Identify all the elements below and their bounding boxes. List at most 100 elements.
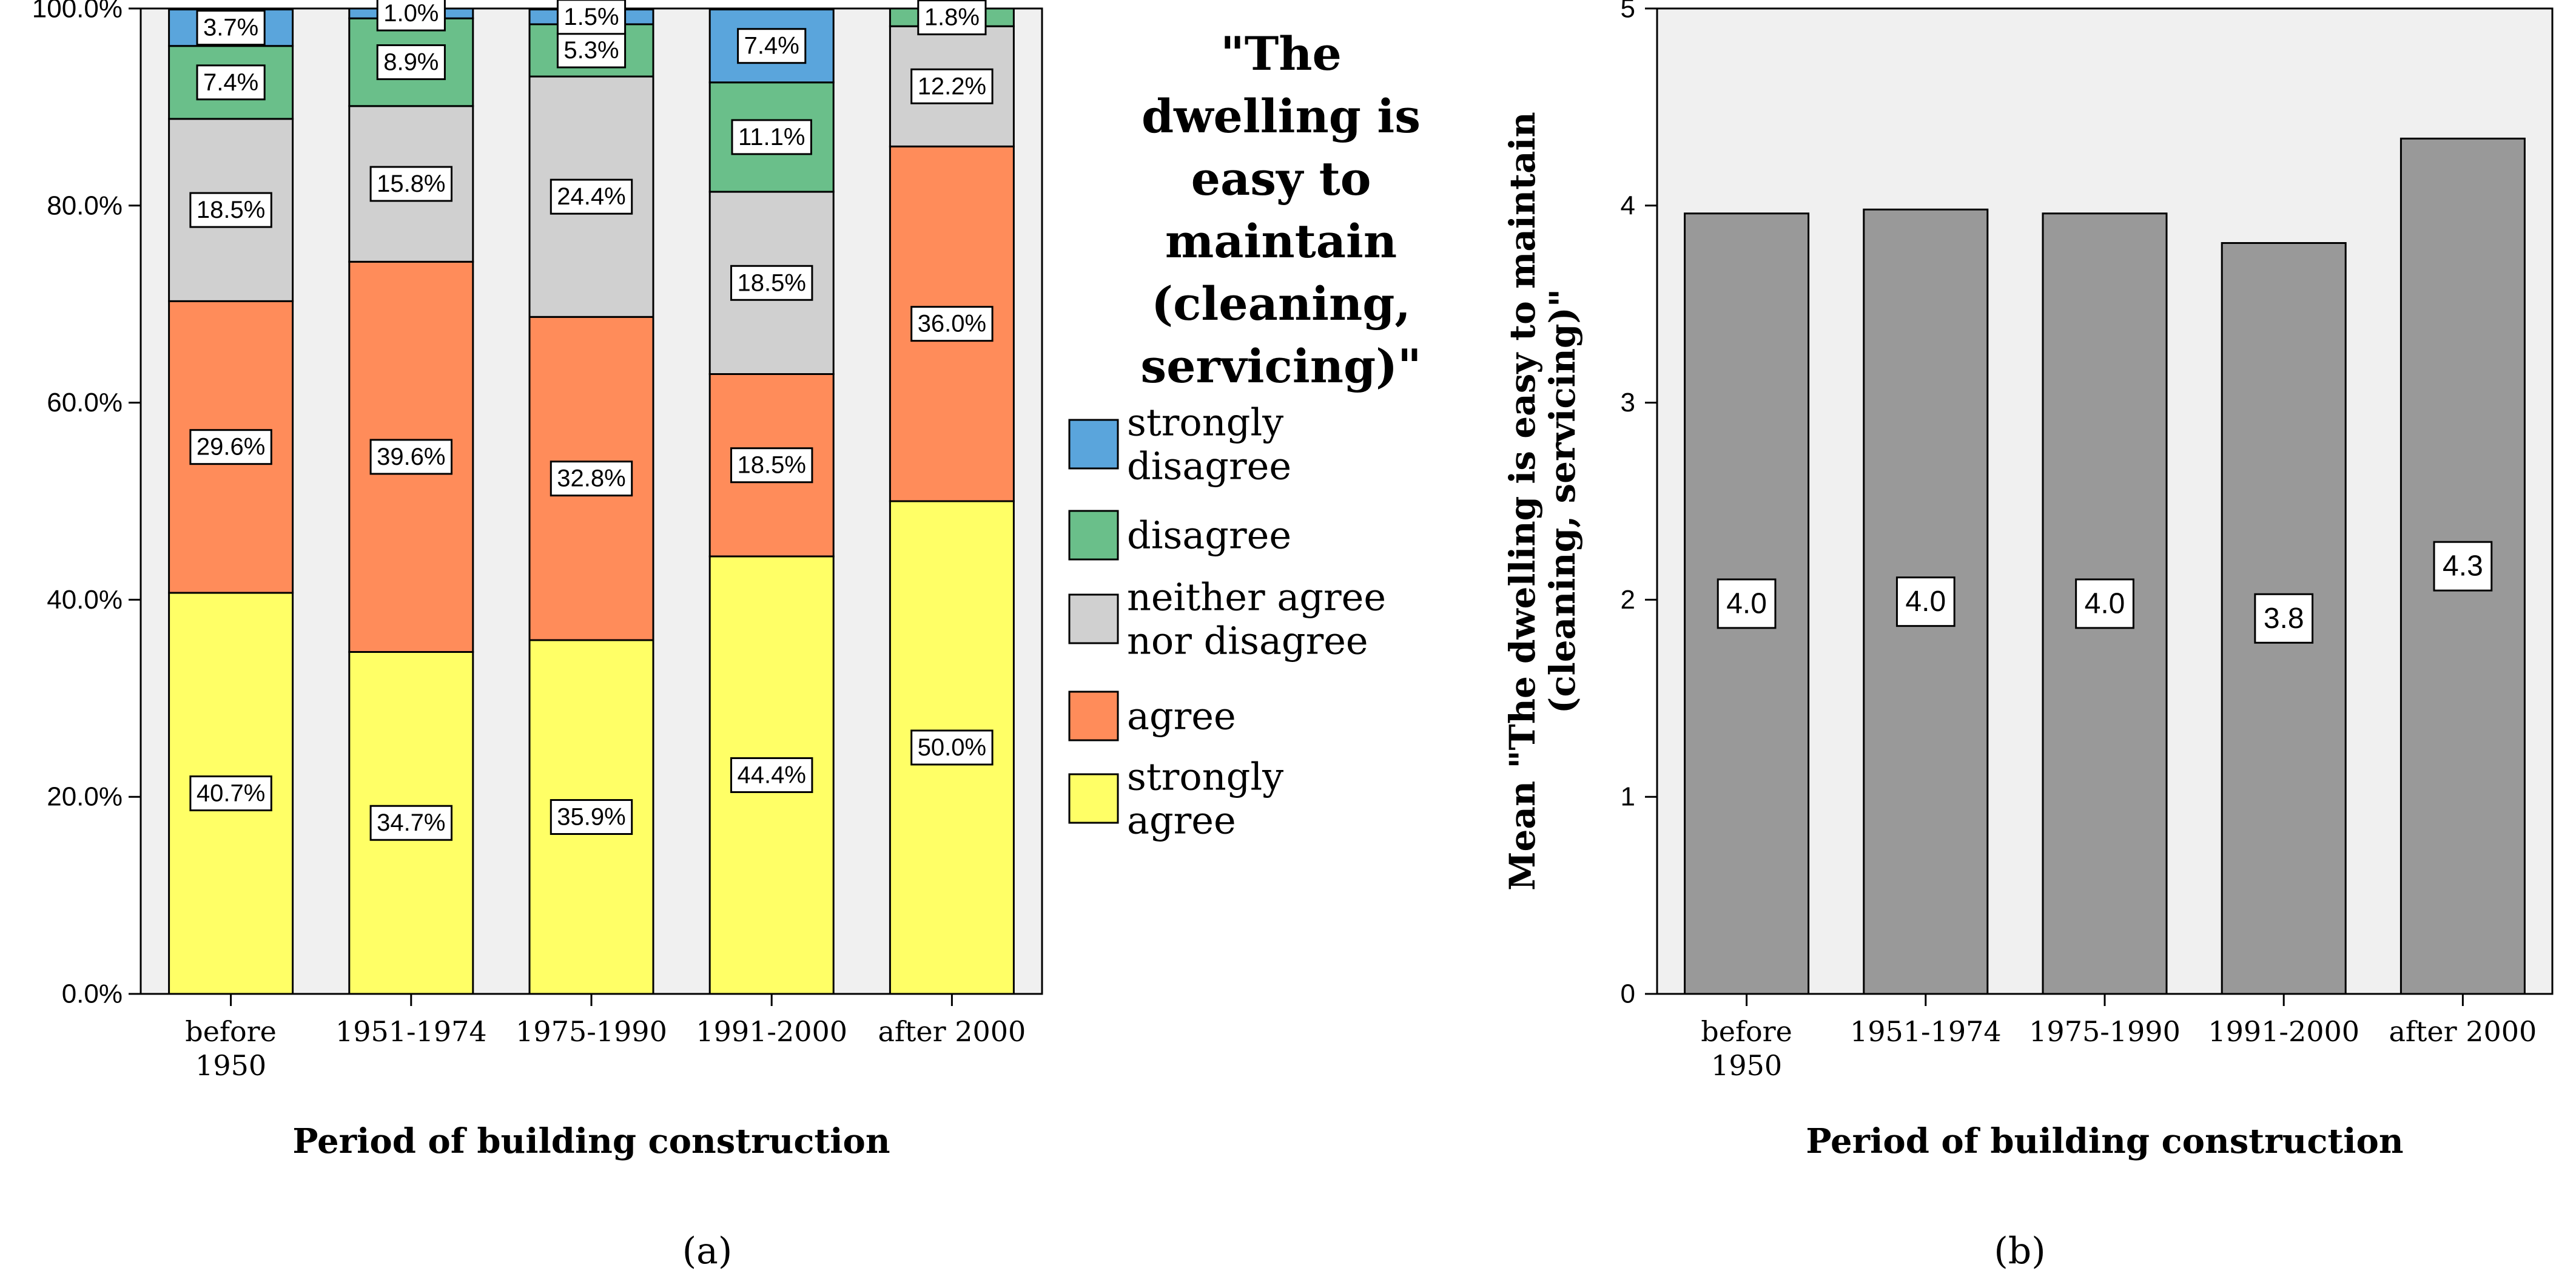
legend-label: strongly — [1127, 400, 1283, 445]
legend-swatch — [1068, 419, 1119, 470]
x-tick-label-b: after 2000 — [2389, 1015, 2537, 1048]
data-label-a-group: 1.0% — [376, 0, 446, 32]
y-tick-label-b: 0 — [1621, 979, 1635, 1009]
data-label-b: 3.8 — [2264, 603, 2304, 635]
data-label-a-group: 40.7% — [189, 775, 272, 812]
data-label-a-group: 12.2% — [910, 68, 994, 104]
x-tick-label-a: after 2000 — [878, 1015, 1026, 1048]
data-label-a-group: 1.5% — [556, 0, 627, 35]
data-label-a: 50.0% — [918, 734, 986, 761]
data-label-a-box — [196, 64, 266, 101]
y-axis-title-line: (cleaning, servicing)" — [1542, 289, 1583, 714]
x-tick-label-a: 1951-1974 — [335, 1015, 487, 1048]
data-label-a-group: 24.4% — [550, 178, 633, 215]
data-label-a-group: 18.5% — [730, 447, 813, 484]
x-axis-title-b: Period of building construction — [1806, 1121, 2403, 1161]
data-label-a: 1.8% — [924, 4, 980, 31]
data-label-b-group: 4.3 — [2433, 541, 2493, 592]
x-axis-title-a: Period of building construction — [292, 1121, 890, 1161]
data-label-a-box — [189, 775, 272, 812]
data-label-a-box — [189, 429, 272, 465]
data-label-a-group: 7.4% — [196, 64, 266, 101]
data-label-a-box — [369, 805, 453, 841]
legend-label: strongly — [1127, 755, 1283, 799]
data-label-a-box — [369, 439, 453, 475]
data-label-a-box — [196, 10, 266, 46]
data-label-a: 18.5% — [197, 197, 265, 223]
data-label-a: 35.9% — [557, 803, 625, 830]
data-label-a-group: 32.8% — [550, 461, 633, 497]
data-label-a-group: 1.8% — [917, 0, 987, 36]
data-label-b-box — [2254, 593, 2314, 644]
y-axis-title-line: Mean "The dwelling is easy to maintain — [1502, 112, 1543, 890]
data-label-a-box — [910, 729, 994, 766]
data-label-a-group: 39.6% — [369, 439, 453, 475]
x-tick-label-b: 1991-2000 — [2208, 1015, 2359, 1048]
y-tick-label-a: 60.0% — [47, 388, 123, 417]
legend-title-line: "The — [1220, 27, 1342, 81]
panel-b-caption: (b) — [1994, 1230, 2045, 1272]
data-label-b-group: 4.0 — [1717, 578, 1777, 629]
data-label-a-box — [550, 799, 633, 835]
legend-title-line: (cleaning, — [1151, 277, 1411, 331]
data-label-a: 18.5% — [737, 269, 805, 296]
legend-label: neither agree — [1127, 575, 1386, 620]
x-tick-label-b: 1975-1990 — [2029, 1015, 2181, 1048]
data-label-a-box — [730, 447, 813, 484]
data-label-a: 36.0% — [918, 311, 986, 337]
y-tick-label-b: 4 — [1621, 191, 1635, 220]
legend-swatch — [1068, 773, 1119, 824]
x-tick-label-a: 1950 — [195, 1049, 266, 1082]
legend-label: disagree — [1127, 513, 1291, 558]
data-label-a-group: 18.5% — [730, 265, 813, 301]
data-label-a-group: 7.4% — [737, 28, 807, 64]
data-label-b-group: 3.8 — [2254, 593, 2314, 644]
data-label-a: 34.7% — [377, 809, 445, 836]
legend-title-line: maintain — [1165, 214, 1397, 268]
panel-a-chart: 0.0% 20.0% 40.0% 60.0% 80.0% 100.0% 40.7% 29.6%… — [32, 0, 1422, 1161]
data-label-a-box — [189, 192, 272, 228]
x-tick-label-b: 1951-1974 — [1850, 1015, 2002, 1048]
data-label-b-box — [1895, 576, 1956, 627]
legend-title-line: dwelling is — [1142, 89, 1421, 143]
y-tick-label-b: 2 — [1621, 585, 1635, 615]
y-tick-label-a: 20.0% — [47, 782, 123, 812]
data-label-a-box — [910, 306, 994, 342]
data-label-a-box — [731, 119, 812, 155]
data-label-a-box — [917, 0, 987, 36]
data-label-b: 4.0 — [1726, 587, 1767, 620]
data-label-a: 24.4% — [557, 183, 625, 210]
data-label-a-group: 29.6% — [189, 429, 272, 465]
x-tick-label-a: 1975-1990 — [516, 1015, 667, 1048]
data-label-a: 12.2% — [918, 73, 986, 100]
data-label-a-box — [730, 265, 813, 301]
data-label-a-group: 3.7% — [196, 10, 266, 46]
data-label-a: 3.7% — [203, 15, 258, 41]
data-label-a-group: 5.3% — [556, 32, 627, 69]
data-label-a: 7.4% — [744, 33, 799, 59]
data-label-a: 29.6% — [197, 434, 265, 461]
data-label-a: 1.5% — [563, 4, 619, 30]
data-label-b-box — [2433, 541, 2493, 592]
data-label-a: 7.4% — [203, 69, 258, 96]
data-label-b-box — [2075, 578, 2134, 629]
data-label-a-group: 35.9% — [550, 799, 633, 835]
data-label-a: 44.4% — [737, 761, 805, 788]
data-label-a-box — [730, 757, 813, 793]
data-label-b-group: 4.0 — [2075, 578, 2134, 629]
data-label-a: 1.0% — [383, 0, 439, 27]
data-label-b: 4.0 — [2085, 587, 2125, 620]
legend-swatch — [1068, 510, 1119, 561]
data-label-a: 40.7% — [197, 780, 265, 807]
panel-a-caption: (a) — [682, 1230, 733, 1272]
data-label-a-group: 11.1% — [731, 119, 812, 155]
data-label-a-group: 18.5% — [189, 192, 272, 228]
y-tick-label-b: 3 — [1621, 388, 1635, 417]
y-tick-label-b: 5 — [1621, 0, 1635, 24]
data-label-a: 11.1% — [738, 124, 805, 150]
data-label-a: 8.9% — [383, 49, 439, 76]
data-label-a-group: 34.7% — [369, 805, 453, 841]
legend-title-line: easy to — [1191, 152, 1371, 206]
data-label-a-box — [550, 178, 633, 215]
